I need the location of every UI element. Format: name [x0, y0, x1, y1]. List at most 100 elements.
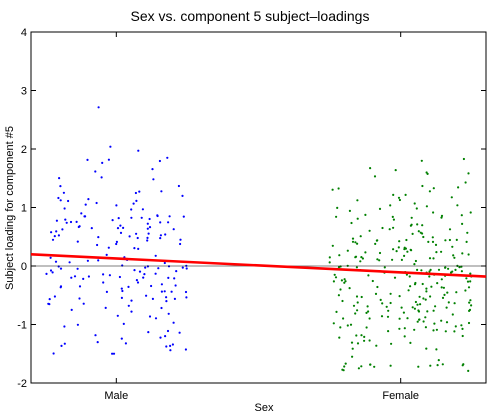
data-point	[392, 226, 395, 229]
data-point	[352, 304, 356, 307]
data-point	[78, 297, 81, 300]
data-point	[173, 277, 176, 280]
data-point	[443, 293, 446, 296]
data-point	[115, 204, 118, 207]
data-point	[96, 243, 99, 247]
data-point	[76, 267, 79, 270]
data-point	[165, 345, 168, 348]
data-point	[332, 322, 335, 325]
data-point	[461, 222, 464, 225]
data-point	[403, 335, 406, 338]
data-point	[84, 203, 87, 206]
data-point	[371, 279, 374, 283]
data-point	[361, 257, 364, 260]
data-point	[48, 298, 51, 301]
data-point	[87, 275, 90, 278]
data-point	[168, 215, 171, 218]
data-point	[375, 239, 378, 242]
data-point	[440, 319, 443, 322]
data-point	[132, 202, 135, 205]
data-point	[356, 301, 359, 304]
data-point	[417, 230, 420, 233]
data-point	[410, 223, 413, 226]
y-tick-label: 0	[21, 261, 27, 273]
data-point	[160, 190, 163, 193]
data-point	[87, 198, 90, 201]
data-point	[76, 240, 79, 243]
data-point	[367, 310, 370, 313]
data-point	[365, 311, 368, 314]
data-point	[470, 304, 473, 307]
data-point	[63, 342, 66, 345]
data-point	[130, 310, 133, 313]
data-point	[171, 343, 174, 346]
data-point	[328, 256, 331, 259]
data-point	[163, 261, 166, 265]
data-point	[138, 270, 142, 273]
data-point	[420, 269, 423, 272]
data-point	[409, 248, 412, 251]
data-point	[445, 306, 448, 309]
data-point	[444, 239, 447, 242]
data-point	[140, 216, 143, 219]
data-point	[419, 231, 422, 234]
data-point	[337, 266, 341, 269]
data-point	[375, 344, 378, 347]
data-point	[73, 275, 77, 278]
data-point	[426, 310, 429, 313]
data-point	[175, 270, 178, 273]
data-point	[417, 365, 420, 368]
data-point	[135, 199, 138, 202]
data-point	[373, 175, 377, 178]
data-point	[397, 196, 401, 199]
data-point	[101, 161, 104, 164]
data-point	[159, 336, 162, 339]
data-point	[428, 275, 431, 278]
data-point	[337, 187, 340, 190]
data-point	[154, 317, 158, 320]
data-point	[141, 208, 144, 211]
data-point	[115, 242, 118, 246]
data-point	[441, 296, 445, 299]
data-point	[138, 190, 141, 193]
data-point	[160, 283, 163, 286]
data-point	[465, 277, 468, 280]
data-point	[137, 149, 140, 152]
data-point	[107, 246, 110, 249]
data-point	[413, 307, 416, 310]
data-point	[356, 242, 359, 245]
data-point	[351, 237, 355, 240]
data-point	[50, 231, 53, 234]
data-point	[381, 302, 384, 305]
data-point	[461, 334, 464, 338]
data-point	[452, 254, 455, 257]
data-point	[431, 236, 434, 239]
data-point	[425, 290, 428, 293]
data-point	[467, 321, 471, 325]
data-point	[343, 281, 346, 284]
data-point	[331, 188, 334, 191]
data-point	[360, 295, 363, 299]
data-point	[416, 268, 419, 271]
data-point	[432, 211, 435, 214]
data-point	[413, 328, 416, 331]
data-point	[413, 202, 416, 205]
data-point	[398, 198, 401, 202]
data-point	[67, 199, 70, 203]
data-point	[392, 248, 395, 251]
data-point	[184, 290, 188, 294]
data-point	[97, 259, 100, 262]
data-point	[440, 216, 443, 219]
data-point	[435, 251, 438, 254]
data-point	[337, 294, 340, 297]
data-point	[118, 275, 121, 279]
data-point	[427, 240, 430, 243]
data-point	[166, 156, 169, 159]
data-point	[122, 226, 125, 229]
data-point	[415, 207, 418, 210]
data-point	[360, 334, 363, 337]
data-point	[133, 269, 136, 272]
data-point	[392, 193, 395, 196]
data-point	[389, 364, 392, 367]
